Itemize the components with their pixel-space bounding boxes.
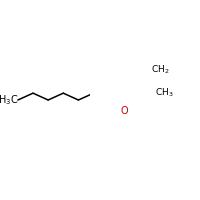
Text: $\mathregular{CH_2}$: $\mathregular{CH_2}$	[151, 64, 169, 76]
Text: $\mathregular{CH_3}$: $\mathregular{CH_3}$	[155, 87, 173, 99]
Text: O: O	[120, 106, 128, 116]
Text: $\mathregular{H_3C}$: $\mathregular{H_3C}$	[0, 93, 18, 107]
Text: O: O	[105, 95, 113, 105]
